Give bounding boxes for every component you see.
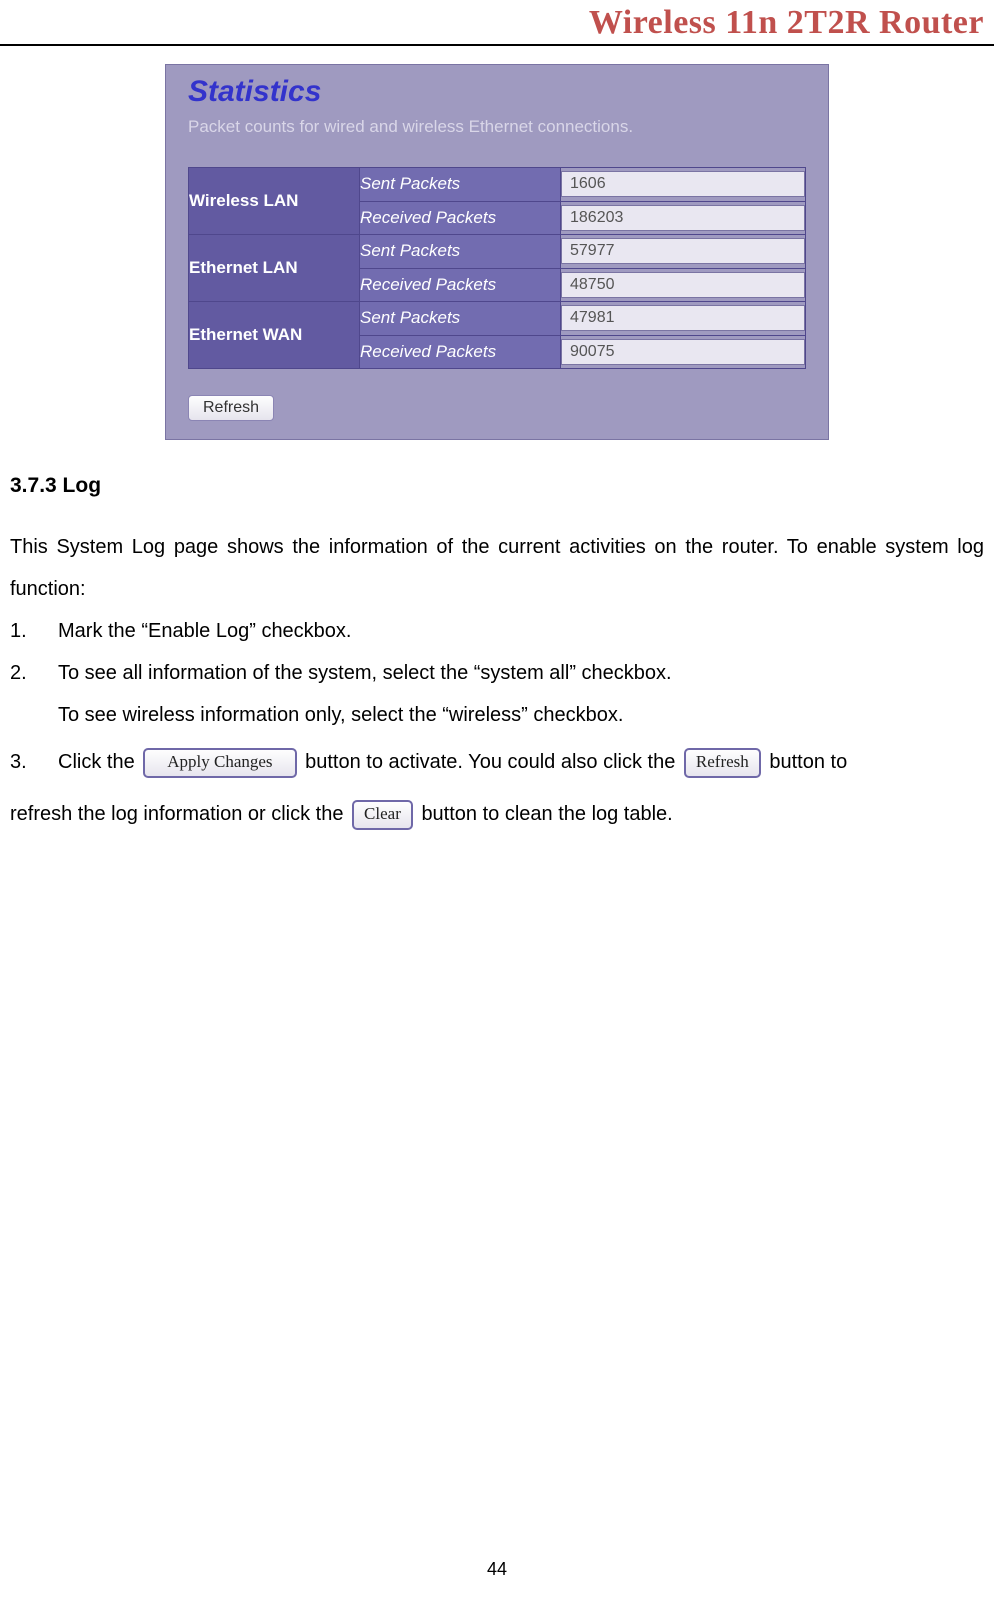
group-wireless-lan: Wireless LAN xyxy=(189,168,360,235)
value-wireless-sent xyxy=(561,171,805,197)
step-1-text: Mark the “Enable Log” checkbox. xyxy=(58,620,352,642)
value-ethwan-sent xyxy=(561,305,805,331)
step-3: 3. Click the Apply Changes button to act… xyxy=(10,736,984,788)
table-row: Ethernet WAN Sent Packets xyxy=(189,302,806,336)
step-3-tail-b: button to clean the log table. xyxy=(421,803,672,825)
value-cell xyxy=(561,302,806,336)
statistics-panel: Statistics Packet counts for wired and w… xyxy=(165,64,829,440)
section-intro: This System Log page shows the informati… xyxy=(10,526,984,610)
label-received-packets: Received Packets xyxy=(360,335,561,369)
step-3-tail-a: refresh the log information or click the xyxy=(10,803,349,825)
table-row: Ethernet LAN Sent Packets xyxy=(189,235,806,269)
label-sent-packets: Sent Packets xyxy=(360,235,561,269)
step-3a-text: Click the xyxy=(58,751,140,773)
step-1: 1. Mark the “Enable Log” checkbox. xyxy=(10,610,984,652)
value-cell xyxy=(561,201,806,235)
statistics-table-wrap: Wireless LAN Sent Packets Received Packe… xyxy=(166,167,828,369)
header-title: Wireless 11n 2T2R Router xyxy=(589,4,984,41)
value-wireless-received xyxy=(561,205,805,231)
step-3b-text: button to activate. You could also click… xyxy=(305,751,681,773)
clear-inline-button[interactable]: Clear xyxy=(352,800,413,830)
refresh-row: Refresh xyxy=(166,369,828,421)
statistics-title: Statistics xyxy=(166,65,828,113)
step-number: 3. xyxy=(10,736,27,788)
section-heading: 3.7.3 Log xyxy=(10,464,984,508)
statistics-description: Packet counts for wired and wireless Eth… xyxy=(166,113,828,167)
refresh-button[interactable]: Refresh xyxy=(188,395,274,421)
group-ethernet-wan: Ethernet WAN xyxy=(189,302,360,369)
step-number: 1. xyxy=(10,610,27,652)
steps-list: 1. Mark the “Enable Log” checkbox. 2. To… xyxy=(10,610,984,788)
step-3c-text: button to xyxy=(769,751,847,773)
value-cell xyxy=(561,168,806,202)
label-received-packets: Received Packets xyxy=(360,268,561,302)
group-ethernet-lan: Ethernet LAN xyxy=(189,235,360,302)
label-sent-packets: Sent Packets xyxy=(360,168,561,202)
value-ethwan-received xyxy=(561,339,805,365)
value-cell xyxy=(561,335,806,369)
statistics-figure: Statistics Packet counts for wired and w… xyxy=(165,64,829,440)
refresh-inline-button[interactable]: Refresh xyxy=(684,748,761,778)
step-number: 2. xyxy=(10,652,27,694)
apply-changes-button[interactable]: Apply Changes xyxy=(143,748,296,778)
label-sent-packets: Sent Packets xyxy=(360,302,561,336)
step-2: 2. To see all information of the system,… xyxy=(10,652,984,736)
step-3-tail: refresh the log information or click the… xyxy=(10,788,984,840)
table-row: Wireless LAN Sent Packets xyxy=(189,168,806,202)
page-number: 44 xyxy=(0,1559,994,1580)
step-2b-text: To see wireless information only, select… xyxy=(58,704,623,726)
page-header: Wireless 11n 2T2R Router xyxy=(0,0,994,46)
statistics-table: Wireless LAN Sent Packets Received Packe… xyxy=(188,167,806,369)
section-body: 3.7.3 Log This System Log page shows the… xyxy=(0,440,994,840)
value-ethlan-received xyxy=(561,272,805,298)
value-cell xyxy=(561,235,806,269)
value-ethlan-sent xyxy=(561,238,805,264)
step-2a-text: To see all information of the system, se… xyxy=(58,662,672,684)
label-received-packets: Received Packets xyxy=(360,201,561,235)
value-cell xyxy=(561,268,806,302)
